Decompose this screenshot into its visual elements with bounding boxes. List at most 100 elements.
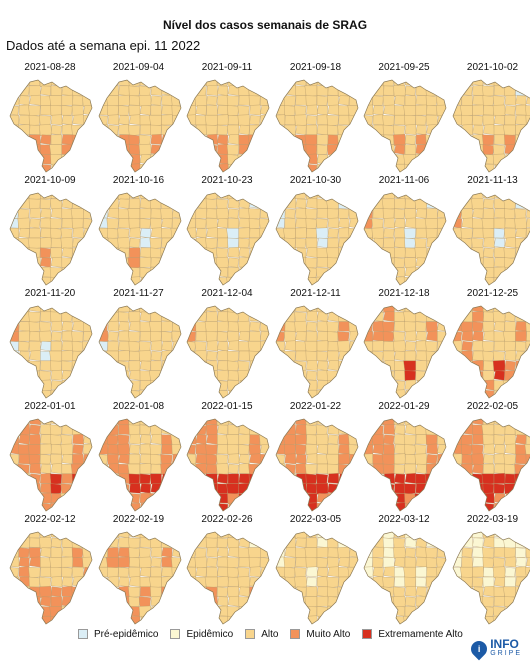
- municipality-cell: [393, 340, 406, 353]
- municipality-cell: [82, 596, 92, 608]
- municipality-cell: [471, 115, 483, 126]
- brazil-map: [98, 531, 181, 625]
- municipality-cell: [10, 306, 20, 312]
- municipality-cell: [171, 595, 181, 607]
- municipality-cell: [493, 80, 505, 86]
- municipality-cell: [139, 419, 151, 425]
- municipality-cell: [171, 463, 181, 474]
- municipality-cell: [471, 370, 483, 381]
- municipality-cell: [83, 537, 92, 548]
- municipality-cell: [149, 586, 162, 598]
- municipality-cell: [171, 444, 181, 455]
- municipality-cell: [383, 217, 395, 229]
- municipality-cell: [461, 390, 473, 398]
- municipality-cell: [404, 586, 417, 597]
- municipality-cell: [260, 80, 269, 86]
- municipality-cell: [171, 115, 181, 126]
- municipality-cell: [492, 311, 505, 323]
- municipality-cell: [284, 370, 296, 381]
- municipality-cell: [98, 266, 108, 278]
- municipality-cell: [493, 493, 505, 504]
- municipality-cell: [40, 257, 52, 268]
- municipality-cell: [98, 311, 108, 322]
- municipality-cell: [493, 532, 505, 539]
- municipality-cell: [394, 606, 406, 617]
- brazil-map: [275, 192, 358, 286]
- municipality-cell: [364, 473, 373, 485]
- week-panel: 2022-03-05: [272, 514, 360, 626]
- municipality-cell: [10, 596, 19, 608]
- municipality-cell: [117, 267, 129, 278]
- municipality-cell: [514, 596, 526, 607]
- municipality-cell: [138, 341, 151, 353]
- municipality-cell: [403, 228, 416, 240]
- municipality-cell: [348, 134, 358, 145]
- municipality-cell: [364, 537, 373, 548]
- municipality-cell: [10, 503, 19, 511]
- municipality-cell: [275, 596, 285, 607]
- municipality-cell: [316, 532, 328, 538]
- municipality-cell: [227, 546, 240, 558]
- municipality-cell: [217, 567, 229, 578]
- municipality-cell: [404, 266, 417, 278]
- municipality-cell: [437, 257, 446, 268]
- municipality-cell: [471, 164, 483, 172]
- municipality-cell: [275, 306, 285, 312]
- legend-label: Muito Alto: [306, 628, 351, 640]
- municipality-cell: [117, 556, 130, 568]
- municipality-cell: [437, 85, 446, 96]
- municipality-cell: [482, 311, 494, 322]
- municipality-cell: [461, 350, 473, 361]
- municipality-cell: [117, 105, 129, 116]
- municipality-cell: [72, 444, 84, 455]
- municipality-cell: [504, 605, 516, 617]
- municipality-cell: [316, 567, 328, 578]
- municipality-cell: [150, 433, 162, 445]
- municipality-cell: [452, 419, 462, 425]
- municipality-cell: [404, 164, 416, 172]
- week-panel: 2021-11-20: [6, 288, 94, 400]
- legend-label: Pré-epidêmico: [94, 628, 159, 640]
- municipality-cell: [436, 311, 446, 323]
- municipality-cell: [18, 503, 30, 511]
- municipality-cell: [393, 85, 406, 97]
- municipality-cell: [482, 124, 495, 136]
- municipality-cell: [61, 94, 74, 106]
- municipality-cell: [348, 208, 358, 220]
- municipality-cell: [237, 105, 250, 117]
- municipality-cell: [128, 218, 140, 229]
- municipality-cell: [348, 115, 358, 126]
- municipality-cell: [460, 237, 473, 249]
- municipality-cell: [39, 586, 52, 598]
- municipality-cell: [205, 331, 218, 342]
- municipality-cell: [106, 198, 119, 210]
- municipality-cell: [139, 567, 151, 578]
- municipality-cell: [372, 369, 385, 381]
- municipality-cell: [372, 380, 384, 391]
- municipality-cell: [364, 380, 373, 391]
- municipality-cell: [149, 237, 162, 249]
- municipality-cell: [460, 493, 473, 504]
- municipality-cell: [139, 321, 151, 332]
- municipality-cell: [83, 218, 92, 229]
- municipality-cell: [259, 424, 269, 436]
- municipality-cell: [116, 443, 130, 456]
- municipality-cell: [348, 606, 358, 617]
- municipality-cell: [238, 198, 250, 209]
- municipality-cell: [10, 370, 19, 381]
- municipality-cell: [383, 615, 395, 624]
- municipality-cell: [205, 193, 218, 200]
- municipality-cell: [283, 105, 296, 116]
- municipality-cell: [117, 321, 129, 332]
- municipality-cell: [150, 276, 162, 285]
- municipality-cell: [107, 256, 119, 268]
- municipality-cell: [29, 143, 41, 155]
- municipality-cell: [72, 532, 84, 539]
- municipality-cell: [83, 267, 92, 278]
- municipality-cell: [394, 444, 406, 455]
- municipality-cell: [364, 144, 373, 156]
- municipality-cell: [404, 424, 417, 435]
- municipality-cell: [238, 227, 251, 239]
- municipality-cell: [316, 154, 328, 165]
- municipality-cell: [61, 105, 73, 116]
